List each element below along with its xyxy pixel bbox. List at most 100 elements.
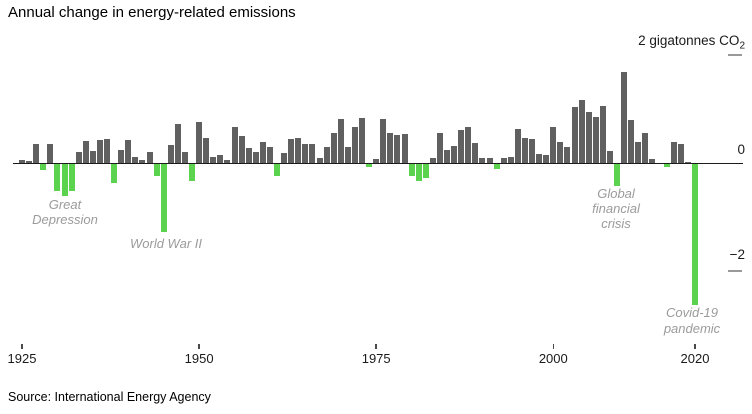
bar-1998 bbox=[536, 154, 543, 163]
bar-1935 bbox=[89, 150, 96, 163]
bar-1953 bbox=[217, 154, 224, 163]
bar-1971 bbox=[344, 146, 351, 163]
bar-1927 bbox=[33, 144, 40, 163]
bar-2001 bbox=[557, 141, 564, 163]
y-tick-dash-2 bbox=[728, 54, 742, 56]
annotation-line: financial bbox=[592, 201, 640, 216]
y-tick-dash-minus2 bbox=[728, 270, 742, 272]
bar-1947 bbox=[174, 124, 181, 163]
bar-1992 bbox=[493, 164, 500, 170]
bar-1942 bbox=[139, 160, 146, 163]
bar-2003 bbox=[571, 106, 578, 163]
bar-1979 bbox=[401, 133, 408, 163]
bar-2019 bbox=[684, 161, 691, 163]
bar-1973 bbox=[359, 117, 366, 163]
bar-1961 bbox=[274, 164, 281, 176]
bar-2008 bbox=[606, 150, 613, 163]
bar-1933 bbox=[75, 152, 82, 163]
x-tick-1975 bbox=[375, 344, 377, 349]
bar-1956 bbox=[238, 136, 245, 163]
bar-1981 bbox=[415, 164, 422, 181]
y-tick-label-minus2: −2 bbox=[729, 247, 745, 262]
annotation-world-war-ii: World War II bbox=[130, 236, 202, 251]
bar-1940 bbox=[125, 140, 132, 163]
bar-1930 bbox=[54, 164, 61, 191]
bar-1984 bbox=[436, 132, 443, 163]
bar-1975 bbox=[373, 159, 380, 163]
bar-1974 bbox=[366, 164, 373, 168]
bar-1932 bbox=[68, 164, 75, 191]
annotation-line: Global bbox=[597, 186, 635, 201]
annotation-line: crisis bbox=[601, 216, 631, 231]
bar-1929 bbox=[47, 144, 54, 163]
bar-1957 bbox=[245, 147, 252, 163]
bar-1965 bbox=[302, 143, 309, 163]
bar-2006 bbox=[592, 117, 599, 163]
bar-1945 bbox=[160, 164, 167, 232]
bar-2018 bbox=[677, 144, 684, 163]
bar-1950 bbox=[196, 121, 203, 163]
annotation-line: Great bbox=[48, 197, 82, 212]
bar-1944 bbox=[153, 164, 160, 176]
bar-1958 bbox=[252, 151, 259, 163]
bar-2004 bbox=[578, 99, 585, 163]
annotation-line: World War II bbox=[130, 236, 202, 251]
bar-2002 bbox=[564, 147, 571, 163]
bar-1986 bbox=[451, 146, 458, 163]
bar-1983 bbox=[429, 158, 436, 163]
bar-1926 bbox=[26, 161, 33, 163]
bar-1978 bbox=[394, 134, 401, 163]
annotation-great-depression: Great Depression bbox=[32, 197, 98, 227]
annotation-line: Covid-19 bbox=[665, 305, 719, 320]
y-tick-label-0: 0 bbox=[737, 142, 745, 157]
bar-1996 bbox=[521, 138, 528, 163]
bar-1962 bbox=[281, 152, 288, 163]
annotation-covid-19-pandemic: Covid-19 pandemic bbox=[664, 305, 720, 337]
y-axis-unit-label: 2 gigatonnes CO2 bbox=[638, 33, 745, 52]
bar-1999 bbox=[543, 154, 550, 163]
annotation-line: pandemic bbox=[663, 321, 721, 336]
bar-1990 bbox=[479, 158, 486, 163]
bar-2005 bbox=[585, 111, 592, 163]
bar-1941 bbox=[132, 156, 139, 163]
bar-2009 bbox=[614, 164, 621, 187]
bar-1995 bbox=[514, 128, 521, 163]
bar-1954 bbox=[224, 159, 231, 163]
source-credit: Source: International Energy Agency bbox=[8, 390, 211, 404]
bar-2013 bbox=[642, 133, 649, 163]
bar-1985 bbox=[444, 149, 451, 163]
bar-1989 bbox=[472, 143, 479, 163]
bar-1949 bbox=[189, 164, 196, 181]
bar-1937 bbox=[104, 138, 110, 163]
bar-1939 bbox=[118, 150, 125, 163]
bar-1955 bbox=[231, 126, 238, 163]
bar-1964 bbox=[295, 138, 302, 163]
bar-2017 bbox=[670, 142, 677, 163]
bar-1976 bbox=[380, 119, 387, 163]
bar-1946 bbox=[167, 145, 174, 163]
bar-1948 bbox=[181, 151, 188, 163]
bar-1936 bbox=[96, 140, 103, 163]
x-tick-label-1925: 1925 bbox=[7, 351, 37, 366]
bar-2000 bbox=[550, 126, 557, 163]
bar-2010 bbox=[621, 71, 628, 163]
bar-1928 bbox=[40, 164, 47, 171]
bar-1969 bbox=[330, 133, 337, 163]
x-tick-label-2020: 2020 bbox=[680, 351, 710, 366]
bar-1966 bbox=[309, 144, 316, 163]
bar-1970 bbox=[337, 119, 344, 163]
bar-1952 bbox=[210, 156, 217, 163]
bar-2012 bbox=[635, 142, 642, 163]
bar-1960 bbox=[266, 146, 273, 163]
bar-1988 bbox=[465, 126, 472, 163]
bar-1980 bbox=[408, 164, 415, 176]
bar-2014 bbox=[649, 159, 656, 163]
x-tick-label-1950: 1950 bbox=[184, 351, 214, 366]
bar-1951 bbox=[203, 138, 210, 163]
bar-1997 bbox=[529, 139, 536, 163]
annotation-line: Depression bbox=[32, 212, 98, 227]
x-tick-2000 bbox=[552, 344, 555, 349]
bar-1934 bbox=[82, 141, 89, 163]
bar-1987 bbox=[458, 129, 465, 163]
